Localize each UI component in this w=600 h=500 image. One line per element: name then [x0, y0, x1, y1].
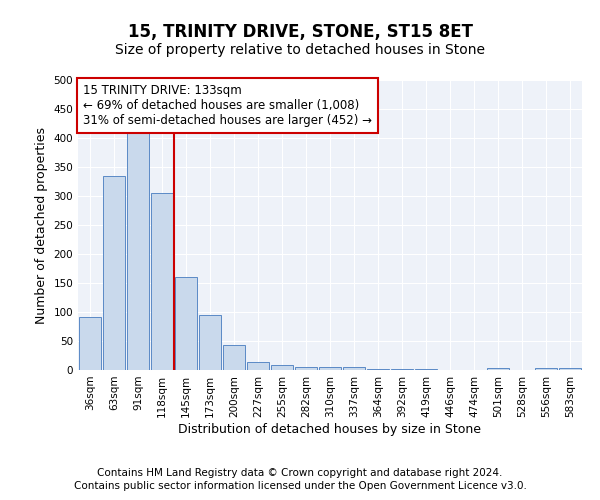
Text: Contains HM Land Registry data © Crown copyright and database right 2024.: Contains HM Land Registry data © Crown c… — [97, 468, 503, 477]
Text: Size of property relative to detached houses in Stone: Size of property relative to detached ho… — [115, 43, 485, 57]
Y-axis label: Number of detached properties: Number of detached properties — [35, 126, 48, 324]
Bar — [151, 193, 173, 370]
Bar — [559, 368, 581, 370]
Bar — [103, 176, 125, 370]
Bar — [199, 315, 221, 370]
Bar — [79, 317, 101, 370]
Bar — [271, 366, 293, 370]
Bar — [247, 362, 269, 370]
Bar — [223, 345, 245, 370]
X-axis label: Distribution of detached houses by size in Stone: Distribution of detached houses by size … — [179, 422, 482, 436]
Text: 15, TRINITY DRIVE, STONE, ST15 8ET: 15, TRINITY DRIVE, STONE, ST15 8ET — [128, 24, 473, 42]
Bar — [343, 367, 365, 370]
Bar — [319, 367, 341, 370]
Bar — [295, 367, 317, 370]
Bar — [127, 134, 149, 370]
Bar — [175, 277, 197, 370]
Text: 15 TRINITY DRIVE: 133sqm
← 69% of detached houses are smaller (1,008)
31% of sem: 15 TRINITY DRIVE: 133sqm ← 69% of detach… — [83, 84, 372, 128]
Text: Contains public sector information licensed under the Open Government Licence v3: Contains public sector information licen… — [74, 481, 526, 491]
Bar — [535, 368, 557, 370]
Bar — [487, 368, 509, 370]
